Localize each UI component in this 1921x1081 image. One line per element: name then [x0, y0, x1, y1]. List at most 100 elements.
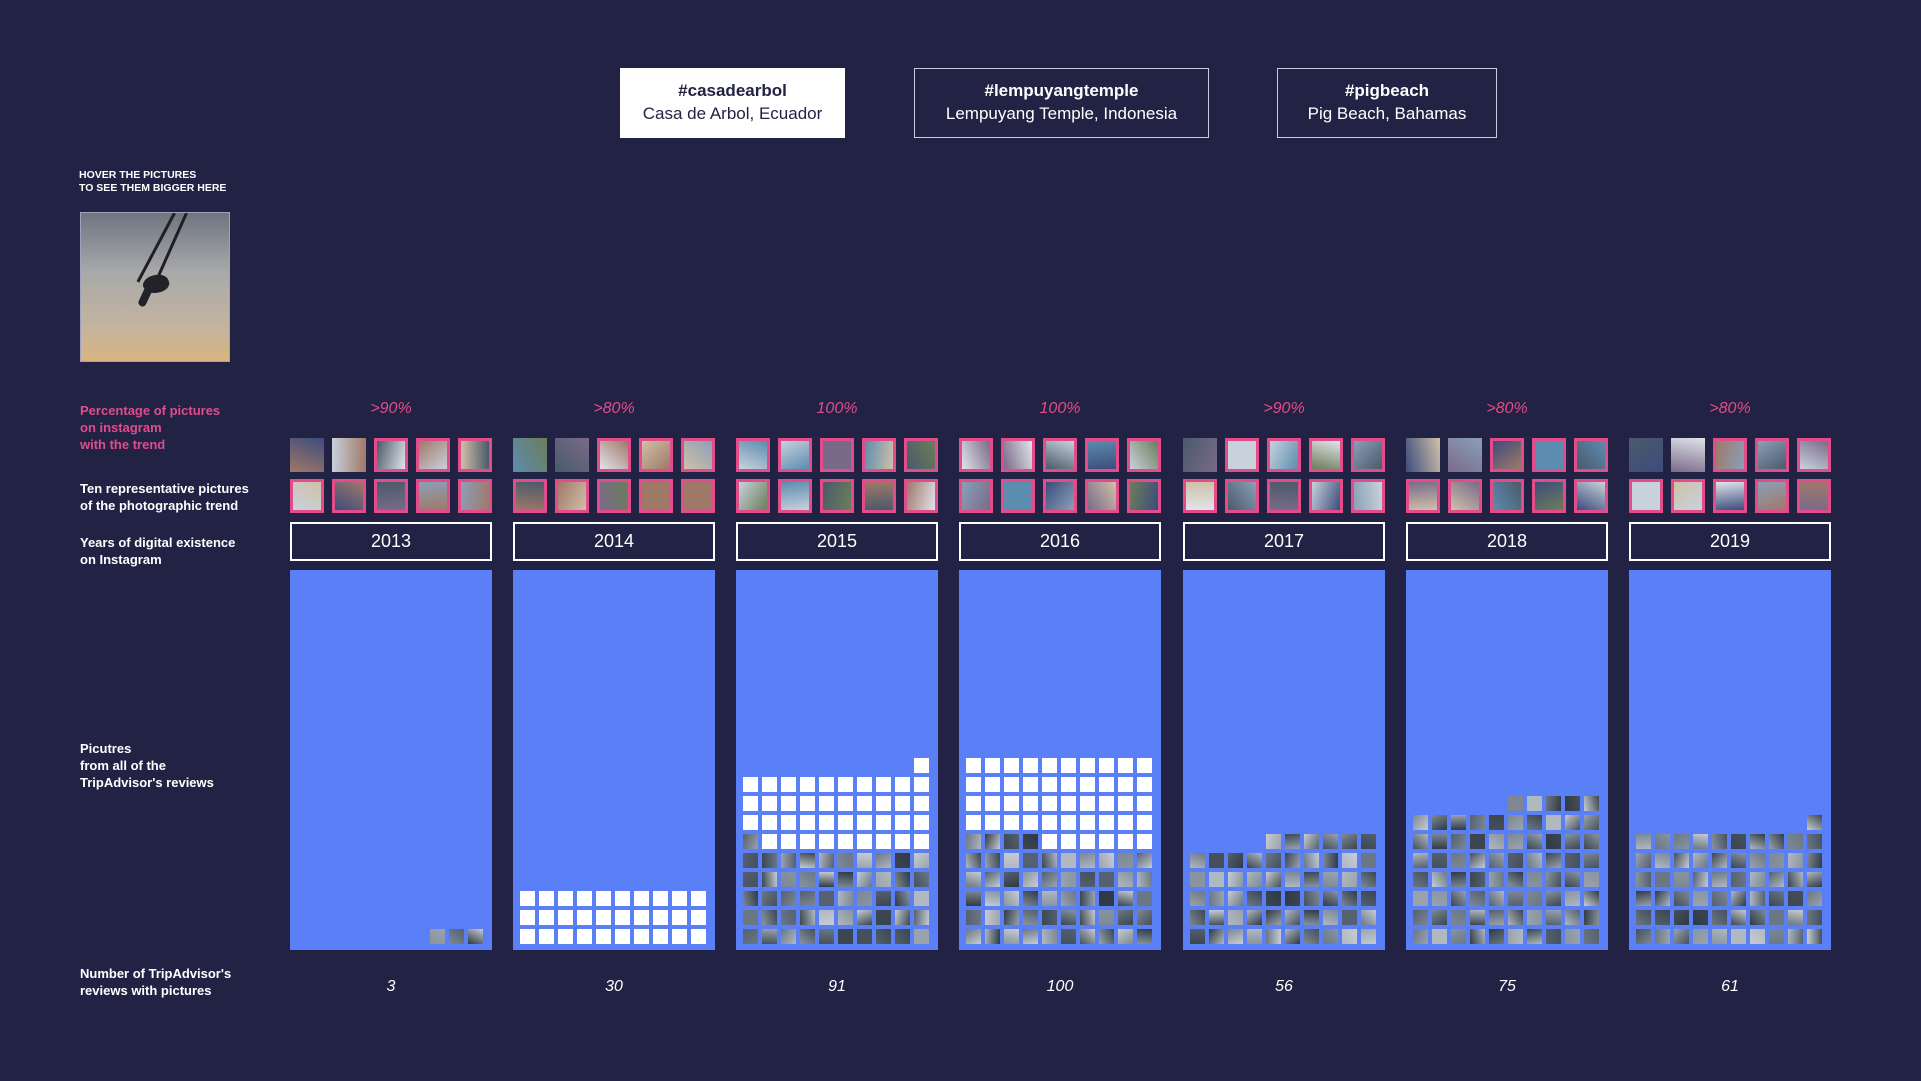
year-button-2018[interactable]: 2018 — [1406, 522, 1608, 561]
review-photo-square[interactable] — [1584, 891, 1599, 906]
review-photo-square[interactable] — [857, 872, 872, 887]
review-photo-square[interactable] — [1807, 891, 1822, 906]
review-photo-square[interactable] — [1432, 834, 1447, 849]
review-photo-square[interactable] — [1769, 910, 1784, 925]
review-photo-square[interactable] — [762, 853, 777, 868]
review-photo-square[interactable] — [1788, 872, 1803, 887]
review-photo-square[interactable] — [1655, 891, 1670, 906]
review-photo-square[interactable] — [1080, 872, 1095, 887]
review-photo-square[interactable] — [1228, 910, 1243, 925]
review-photo-square[interactable] — [1636, 834, 1651, 849]
thumbnail-photo[interactable] — [1629, 479, 1663, 513]
review-photo-square[interactable] — [1042, 910, 1057, 925]
review-photo-square[interactable] — [895, 929, 910, 944]
review-photo-square[interactable] — [1413, 910, 1428, 925]
thumbnail-photo[interactable] — [555, 479, 589, 513]
review-photo-square[interactable] — [781, 910, 796, 925]
review-photo-square[interactable] — [1693, 834, 1708, 849]
thumbnail-photo[interactable] — [1797, 438, 1831, 472]
review-photo-square[interactable] — [1304, 834, 1319, 849]
thumbnail-photo[interactable] — [904, 479, 938, 513]
thumbnail-photo[interactable] — [1085, 438, 1119, 472]
review-photo-square[interactable] — [781, 872, 796, 887]
review-photo-square[interactable] — [1527, 796, 1542, 811]
review-photo-square[interactable] — [1508, 929, 1523, 944]
review-photo-square[interactable] — [1508, 834, 1523, 849]
review-photo-square[interactable] — [1546, 834, 1561, 849]
review-photo-square[interactable] — [800, 929, 815, 944]
review-photo-square[interactable] — [1099, 853, 1114, 868]
thumbnail-photo[interactable] — [820, 438, 854, 472]
review-photo-square[interactable] — [1285, 891, 1300, 906]
review-photo-square[interactable] — [1731, 872, 1746, 887]
thumbnail-photo[interactable] — [374, 438, 408, 472]
review-photo-square[interactable] — [1432, 815, 1447, 830]
review-photo-square[interactable] — [1137, 853, 1152, 868]
review-photo-square[interactable] — [1023, 891, 1038, 906]
review-photo-square[interactable] — [468, 929, 483, 944]
review-photo-square[interactable] — [1228, 853, 1243, 868]
review-photo-square[interactable] — [1304, 891, 1319, 906]
review-photo-square[interactable] — [838, 872, 853, 887]
review-photo-square[interactable] — [966, 834, 981, 849]
review-photo-square[interactable] — [1674, 929, 1689, 944]
review-photo-square[interactable] — [1470, 891, 1485, 906]
thumbnail-photo[interactable] — [1183, 479, 1217, 513]
year-button-2014[interactable]: 2014 — [513, 522, 715, 561]
review-photo-square[interactable] — [876, 891, 891, 906]
review-photo-square[interactable] — [1807, 929, 1822, 944]
review-photo-square[interactable] — [1361, 891, 1376, 906]
review-photo-square[interactable] — [762, 910, 777, 925]
review-photo-square[interactable] — [1209, 853, 1224, 868]
review-photo-square[interactable] — [1137, 929, 1152, 944]
review-photo-square[interactable] — [1636, 891, 1651, 906]
review-photo-square[interactable] — [1342, 853, 1357, 868]
review-photo-square[interactable] — [914, 910, 929, 925]
review-photo-square[interactable] — [1508, 910, 1523, 925]
review-photo-square[interactable] — [1470, 929, 1485, 944]
thumbnail-photo[interactable] — [1713, 479, 1747, 513]
review-photo-square[interactable] — [1004, 834, 1019, 849]
review-photo-square[interactable] — [1674, 891, 1689, 906]
review-photo-square[interactable] — [1655, 834, 1670, 849]
review-photo-square[interactable] — [1807, 834, 1822, 849]
review-photo-square[interactable] — [1584, 796, 1599, 811]
review-photo-square[interactable] — [876, 929, 891, 944]
review-photo-square[interactable] — [1565, 910, 1580, 925]
review-photo-square[interactable] — [895, 872, 910, 887]
thumbnail-photo[interactable] — [736, 438, 770, 472]
review-photo-square[interactable] — [1061, 891, 1076, 906]
thumbnail-photo[interactable] — [332, 438, 366, 472]
review-photo-square[interactable] — [1584, 910, 1599, 925]
review-photo-square[interactable] — [838, 853, 853, 868]
review-photo-square[interactable] — [857, 910, 872, 925]
review-photo-square[interactable] — [762, 872, 777, 887]
review-photo-square[interactable] — [1061, 929, 1076, 944]
review-photo-square[interactable] — [430, 929, 445, 944]
review-photo-square[interactable] — [1361, 853, 1376, 868]
thumbnail-photo[interactable] — [1532, 479, 1566, 513]
thumbnail-photo[interactable] — [597, 479, 631, 513]
review-photo-square[interactable] — [895, 891, 910, 906]
review-photo-square[interactable] — [1546, 853, 1561, 868]
thumbnail-photo[interactable] — [1671, 438, 1705, 472]
review-photo-square[interactable] — [1731, 929, 1746, 944]
review-photo-square[interactable] — [819, 891, 834, 906]
review-photo-square[interactable] — [1655, 910, 1670, 925]
thumbnail-photo[interactable] — [1532, 438, 1566, 472]
thumbnail-photo[interactable] — [1351, 438, 1385, 472]
review-photo-square[interactable] — [1342, 910, 1357, 925]
review-photo-square[interactable] — [1323, 929, 1338, 944]
review-photo-square[interactable] — [1042, 872, 1057, 887]
review-photo-square[interactable] — [1712, 891, 1727, 906]
review-photo-square[interactable] — [1004, 853, 1019, 868]
review-photo-square[interactable] — [1712, 872, 1727, 887]
review-photo-square[interactable] — [876, 853, 891, 868]
review-photo-square[interactable] — [1099, 929, 1114, 944]
review-photo-square[interactable] — [819, 872, 834, 887]
review-photo-square[interactable] — [1470, 910, 1485, 925]
review-photo-square[interactable] — [743, 872, 758, 887]
review-photo-square[interactable] — [800, 891, 815, 906]
review-photo-square[interactable] — [1304, 929, 1319, 944]
review-photo-square[interactable] — [1489, 891, 1504, 906]
